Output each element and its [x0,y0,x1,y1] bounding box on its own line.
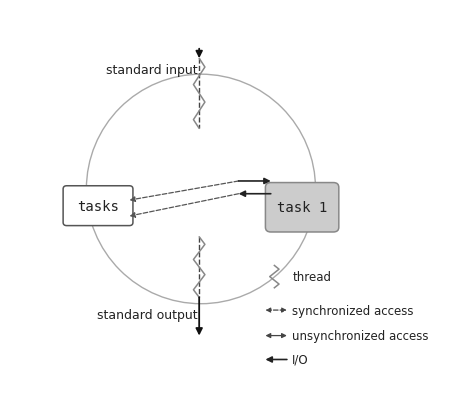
FancyBboxPatch shape [63,186,133,226]
Text: tasks: tasks [77,199,119,213]
Text: standard input: standard input [106,64,197,77]
FancyBboxPatch shape [265,183,339,233]
Text: synchronized access: synchronized access [292,304,414,317]
Text: I/O: I/O [292,353,309,366]
Text: standard output: standard output [97,309,197,322]
Text: thread: thread [292,271,331,283]
Text: unsynchronized access: unsynchronized access [292,329,429,342]
Text: task 1: task 1 [277,201,327,215]
